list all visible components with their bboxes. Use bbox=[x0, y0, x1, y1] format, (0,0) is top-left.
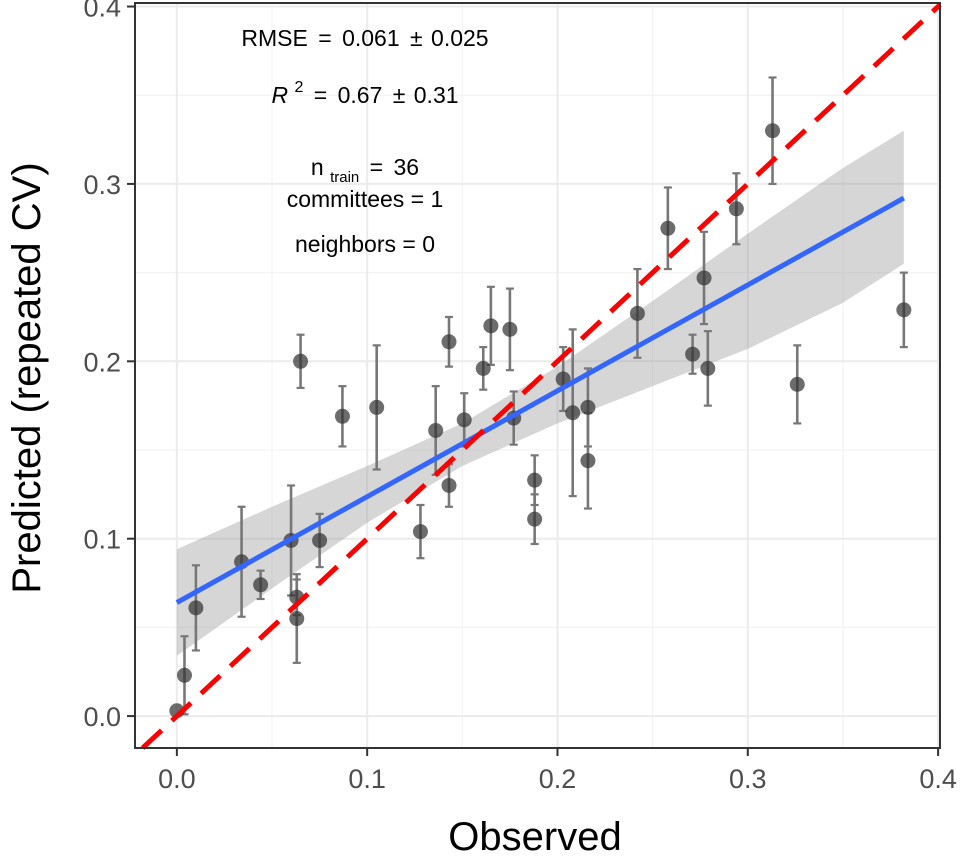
data-point bbox=[700, 360, 716, 376]
data-point bbox=[293, 353, 309, 369]
data-point bbox=[629, 305, 645, 321]
tick-layer: 0.0 0.1 0.2 0.3 0.4 0.0 0.1 0.2 0.3 0.4 bbox=[83, 0, 956, 794]
data-point bbox=[565, 405, 581, 421]
panel-border-layer bbox=[134, 2, 941, 749]
ntrain-value: 36 bbox=[394, 154, 420, 180]
rmse-label: RMSE bbox=[241, 25, 307, 51]
r2-equals: = bbox=[314, 82, 327, 108]
data-point bbox=[728, 201, 744, 217]
panel-border bbox=[134, 2, 941, 749]
data-point bbox=[369, 399, 385, 415]
data-point bbox=[289, 611, 305, 627]
data-point bbox=[253, 577, 269, 593]
rmse-equals: = bbox=[318, 25, 331, 51]
neighbors-annotation: neighbors = 0 bbox=[295, 231, 435, 257]
data-point bbox=[527, 472, 543, 488]
fit-line-layer bbox=[175, 195, 906, 605]
data-point bbox=[765, 123, 781, 139]
x-tick-label: 0.3 bbox=[729, 764, 767, 794]
data-point bbox=[896, 302, 912, 318]
data-point bbox=[456, 412, 472, 428]
data-point bbox=[441, 334, 457, 350]
data-point bbox=[502, 321, 518, 337]
y-tick-label: 0.3 bbox=[83, 170, 121, 200]
rmse-value: 0.061 bbox=[342, 25, 400, 51]
committees-annotation: committees = 1 bbox=[287, 186, 444, 212]
data-point bbox=[176, 667, 192, 683]
x-tick-label: 0.0 bbox=[158, 764, 196, 794]
data-point bbox=[789, 376, 805, 392]
x-tick-label: 0.2 bbox=[539, 764, 577, 794]
rmse-err: 0.025 bbox=[431, 25, 489, 51]
y-tick-label: 0.4 bbox=[83, 0, 121, 23]
ntrain-label: n bbox=[311, 154, 324, 180]
y-tick-label: 0.2 bbox=[83, 347, 121, 377]
fit-line bbox=[175, 195, 906, 605]
data-point bbox=[188, 600, 204, 616]
data-point bbox=[312, 532, 328, 548]
r2-label: R bbox=[271, 82, 288, 108]
ntrain-annotation: n train = 36 bbox=[311, 154, 419, 187]
data-point bbox=[527, 511, 543, 527]
data-point bbox=[475, 360, 491, 376]
data-point bbox=[580, 453, 596, 469]
point-layer bbox=[169, 123, 912, 719]
data-point bbox=[685, 346, 701, 362]
rmse-annotation: RMSE = 0.061 ± 0.025 bbox=[241, 25, 488, 51]
r2-pm: ± bbox=[393, 82, 406, 108]
x-axis-title: Observed bbox=[448, 815, 621, 859]
r2-value: 0.67 bbox=[338, 82, 383, 108]
data-point bbox=[428, 422, 444, 438]
data-point bbox=[441, 477, 457, 493]
r2-sup: 2 bbox=[294, 79, 303, 96]
grid-major bbox=[135, 3, 940, 748]
x-tick-label: 0.4 bbox=[919, 764, 957, 794]
ntrain-equals: = bbox=[370, 154, 383, 180]
identity-line bbox=[140, 2, 942, 750]
data-point bbox=[660, 220, 676, 236]
y-tick-label: 0.1 bbox=[83, 525, 121, 555]
data-point bbox=[412, 524, 428, 540]
ntrain-sub: train bbox=[330, 169, 359, 186]
data-point bbox=[580, 399, 596, 415]
fit-band-layer bbox=[176, 130, 904, 656]
errorbar-layer bbox=[180, 76, 908, 716]
x-tick-label: 0.1 bbox=[348, 764, 386, 794]
annotation-block: RMSE = 0.061 ± 0.025 R 2 = 0.67 ± 0.31 n… bbox=[241, 25, 488, 257]
identity-line-layer bbox=[140, 2, 942, 750]
data-point bbox=[483, 318, 499, 334]
data-point bbox=[334, 408, 350, 424]
y-axis-title: Predicted (repeated CV) bbox=[5, 162, 49, 593]
rmse-pm: ± bbox=[410, 25, 423, 51]
y-tick-label: 0.0 bbox=[83, 702, 121, 732]
r2-annotation: R 2 = 0.67 ± 0.31 bbox=[271, 71, 458, 108]
data-point bbox=[696, 270, 712, 286]
confidence-band bbox=[176, 130, 904, 656]
r2-err: 0.31 bbox=[414, 82, 459, 108]
